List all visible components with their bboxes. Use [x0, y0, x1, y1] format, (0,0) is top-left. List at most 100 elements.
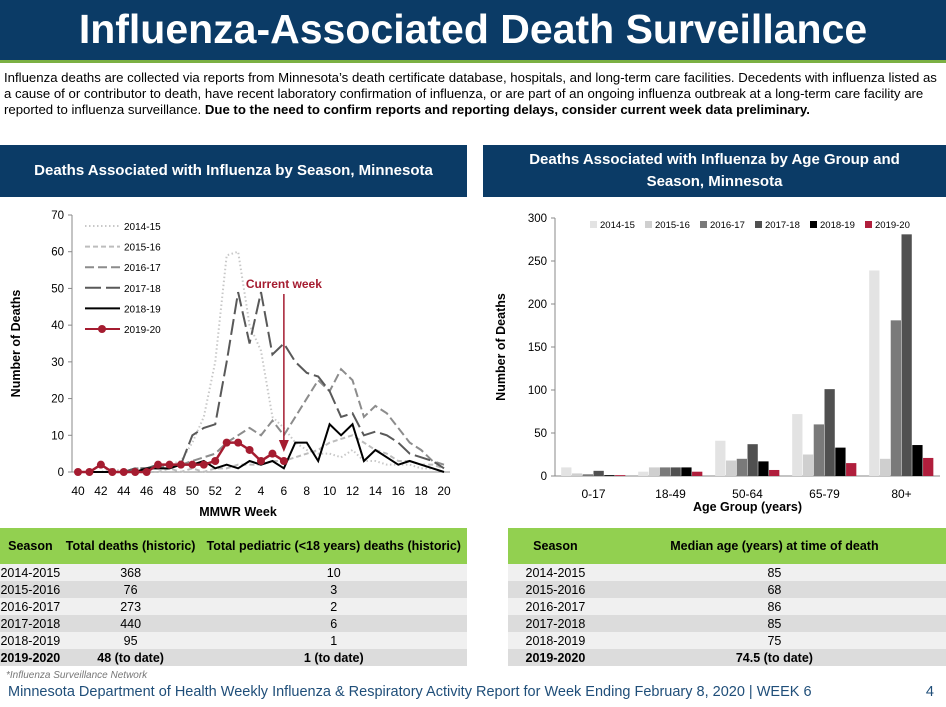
y-tick-label: 100 — [528, 385, 547, 397]
table-cell: 85 — [602, 564, 946, 581]
legend-label: 2018-19 — [124, 304, 161, 315]
table-cell: 6 — [200, 615, 467, 632]
bar — [715, 440, 726, 476]
age-table: Season Median age (years) at time of deat… — [508, 528, 946, 666]
footnote: *Influenza Surveillance Network — [6, 670, 148, 681]
legend-label: 2017-18 — [765, 220, 800, 231]
y-tick-label: 0 — [58, 467, 64, 479]
series-marker — [234, 438, 243, 447]
y-tick-label: 30 — [51, 357, 64, 369]
table-cell: 2017-2018 — [508, 615, 603, 632]
bar — [879, 458, 891, 476]
legend-swatch — [700, 221, 707, 228]
bar — [604, 475, 615, 476]
bar — [813, 424, 824, 476]
bar — [593, 470, 604, 476]
series-marker — [142, 468, 151, 476]
table-cell: 2019-2020 — [0, 649, 61, 666]
legend-swatch — [645, 221, 652, 228]
table-cell: 95 — [60, 632, 201, 649]
bar — [835, 447, 846, 476]
series-marker — [222, 438, 231, 447]
y-tick-label: 250 — [528, 256, 547, 268]
series-line — [78, 291, 445, 473]
table-cell: 48 (to date) — [60, 649, 201, 666]
table-cell: 440 — [60, 615, 201, 632]
x-tick-label: 18-49 — [655, 487, 686, 501]
x-tick-label: 4 — [258, 484, 265, 498]
table-cell: 2016-2017 — [508, 598, 603, 615]
table-cell: 76 — [60, 581, 201, 598]
series-marker — [96, 460, 105, 469]
x-tick-label: 10 — [323, 484, 337, 498]
column-header: Median age (years) at time of death — [602, 528, 946, 564]
x-tick-label: 14 — [369, 484, 383, 498]
x-tick-label: 12 — [346, 484, 360, 498]
x-tick-label: 46 — [140, 484, 154, 498]
bar — [615, 475, 626, 476]
y-tick-label: 200 — [528, 299, 547, 311]
x-tick-label: 2 — [235, 484, 242, 498]
y-tick-label: 40 — [51, 320, 64, 332]
bar — [824, 389, 835, 476]
bar — [792, 414, 803, 476]
table-cell: 85 — [602, 615, 946, 632]
table-cell: 10 — [200, 564, 467, 581]
table-cell: 2016-2017 — [0, 598, 61, 615]
bar — [869, 270, 880, 476]
bar — [681, 467, 692, 476]
bar — [571, 473, 583, 476]
series-line — [78, 250, 445, 474]
x-axis-label: MMWR Week — [199, 505, 277, 519]
x-tick-label: 48 — [163, 484, 177, 498]
section-header: Deaths Associated with Influenza by Age … — [483, 145, 946, 197]
series-marker — [176, 460, 185, 469]
table-cell: 2015-2016 — [0, 581, 61, 598]
table-cell: 2014-2015 — [508, 564, 603, 581]
table-cell: 86 — [602, 598, 946, 615]
legend-label: 2017-18 — [124, 284, 161, 295]
column-header: Total deaths (historic) — [60, 528, 201, 564]
y-tick-label: 70 — [51, 210, 64, 222]
table-cell: 2014-2015 — [0, 564, 61, 581]
bar — [758, 461, 769, 476]
series-marker — [131, 468, 140, 476]
series-marker — [119, 468, 128, 476]
bar — [659, 467, 670, 476]
legend-label: 2018-19 — [820, 220, 855, 231]
series-marker — [85, 468, 94, 476]
legend-swatch — [865, 221, 872, 228]
table-cell: 2018-2019 — [0, 632, 61, 649]
column-header: Season — [508, 528, 603, 564]
table-cell: 2018-2019 — [508, 632, 603, 649]
y-axis-label: Number of Deaths — [494, 293, 508, 401]
annotation-arrowhead — [278, 440, 289, 452]
legend-label: 2015-16 — [124, 243, 161, 254]
legend-label: 2014-15 — [124, 222, 161, 233]
page-title: Influenza-Associated Death Surveillance — [0, 0, 946, 63]
series-marker — [257, 456, 265, 465]
table-cell: 74.5 (to date) — [602, 649, 946, 666]
series-marker — [108, 468, 117, 476]
table-cell: 273 — [60, 598, 201, 615]
bar — [747, 444, 758, 476]
table-cell: 1 (to date) — [200, 649, 467, 666]
bar — [912, 445, 923, 476]
series-marker — [279, 456, 288, 465]
y-tick-label: 10 — [51, 430, 64, 442]
bar — [769, 469, 780, 476]
x-tick-label: 6 — [281, 484, 288, 498]
table-cell: 3 — [200, 581, 467, 598]
table-cell: 68 — [602, 581, 946, 598]
bar — [901, 234, 912, 476]
column-header: Season — [0, 528, 61, 564]
series-marker — [154, 460, 163, 469]
annotation: Current week — [246, 277, 322, 291]
section-header: Deaths Associated with Influenza by Seas… — [0, 145, 467, 197]
series-line — [78, 367, 445, 473]
y-tick-label: 0 — [541, 471, 547, 483]
bar — [846, 463, 857, 476]
table-cell: 368 — [60, 564, 201, 581]
